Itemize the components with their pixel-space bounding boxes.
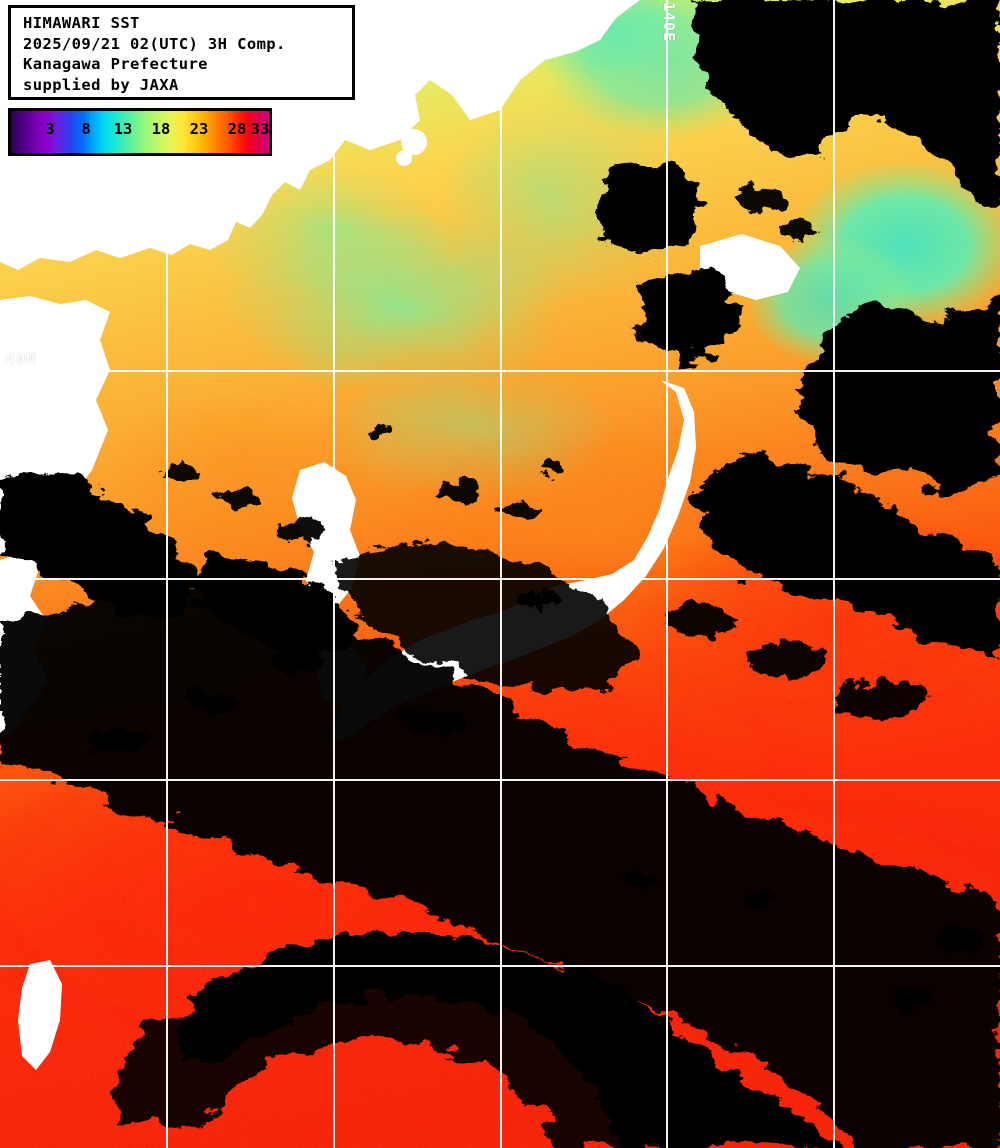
gridline-lat-3	[0, 779, 1000, 781]
gridline-lon-2	[333, 0, 335, 1148]
gridline-lon-1	[166, 0, 168, 1148]
colorbar-tick-8: 8	[81, 120, 91, 138]
colorbar-tick-18: 18	[151, 120, 171, 138]
product-region: Kanagawa Prefecture	[23, 55, 208, 73]
gridline-lat-4	[0, 965, 1000, 967]
gridline-lat-2	[0, 578, 1000, 580]
colorbar-tick-3: 3	[45, 120, 55, 138]
product-supplier: supplied by JAXA	[23, 75, 179, 94]
gridline-lon-3	[500, 0, 502, 1148]
gridline-lon-5	[833, 0, 835, 1148]
product-title: HIMAWARI SST	[23, 14, 140, 32]
product-timestamp: 2025/09/21 02(UTC) 3H Comp.	[23, 34, 286, 53]
colorbar-tick-13: 13	[113, 120, 133, 138]
grid-label-latitude-40n: 40N	[6, 350, 37, 368]
grid-label-longitude-140e: 140E	[660, 2, 678, 43]
colorbar-gradient-ramp	[11, 111, 269, 153]
colorbar-tick-33: 33	[250, 120, 270, 138]
product-info-panel: HIMAWARI SST 2025/09/21 02(UTC) 3H Comp.…	[8, 5, 355, 100]
colorbar-tick-23: 23	[189, 120, 209, 138]
gridline-lon-4	[666, 0, 668, 1148]
sst-colorbar: 3 8 13 18 23 28 33	[8, 108, 272, 156]
colorbar-tick-28: 28	[227, 120, 247, 138]
gridline-lat-1	[0, 370, 1000, 372]
